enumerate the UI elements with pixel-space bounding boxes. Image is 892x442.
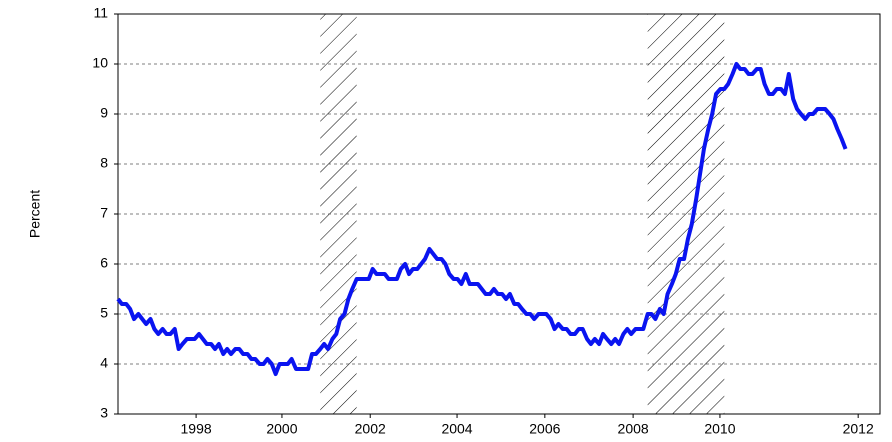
y-tick-label: 9 — [100, 105, 108, 121]
x-tick-label: 2006 — [529, 421, 560, 437]
data-line — [116, 62, 848, 376]
y-tick-label: 6 — [100, 255, 108, 271]
x-tick-label: 2000 — [266, 421, 297, 437]
y-axis-label: Percent — [27, 190, 43, 238]
x-tick-label: 2008 — [618, 421, 649, 437]
x-tick-label: 2004 — [441, 421, 472, 437]
y-tick-label: 8 — [100, 155, 108, 171]
plot-frame — [117, 13, 881, 415]
x-tick-label: 2002 — [355, 421, 386, 437]
y-tick-label: 5 — [100, 305, 108, 321]
x-tick-label: 2012 — [843, 421, 874, 437]
y-tick-label: 7 — [100, 205, 108, 221]
x-tick-label: 1998 — [181, 421, 212, 437]
recession-band — [320, 14, 357, 414]
y-tick-label: 4 — [100, 355, 108, 371]
y-tick-label: 3 — [100, 405, 108, 421]
y-tick-label: 11 — [93, 5, 108, 21]
y-tick-label: 10 — [92, 55, 108, 71]
x-tick-label: 2010 — [704, 421, 735, 437]
